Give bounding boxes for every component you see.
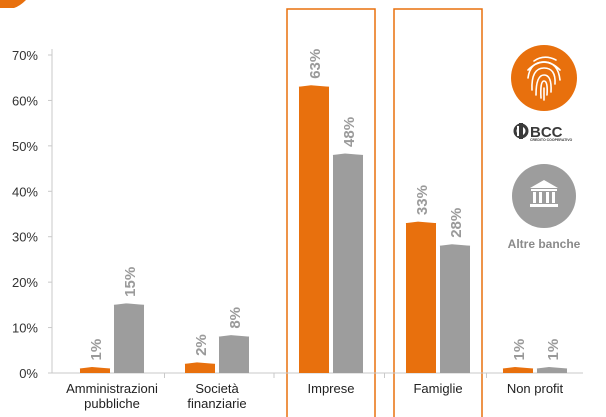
y-tick-label: 50% (12, 139, 38, 154)
fingerprint-lines (527, 56, 561, 101)
bar-series2-cat1 (114, 304, 144, 373)
legend-label-altre-banche: Altre banche (508, 237, 581, 251)
bar-top-edge (405, 221, 437, 226)
bar-top-edge (536, 366, 568, 371)
data-label: 1% (545, 339, 562, 361)
y-tick-label: 30% (12, 230, 38, 245)
x-category-label: Famiglie (413, 381, 462, 396)
data-label: 63% (307, 49, 324, 79)
legend-altre-banche: Altre banche (508, 164, 581, 251)
y-tick-label: 60% (12, 93, 38, 108)
data-label: 15% (122, 267, 139, 297)
legend-bcc: BCC CREDITO COOPERATIVO (511, 45, 577, 142)
bar-series1-cat2 (185, 363, 215, 373)
bank-building (530, 180, 558, 207)
bar-top-edge (218, 335, 250, 339)
corner-accent (0, 0, 26, 8)
data-labels: 1% 2% 63% 33% 1% 15% 8% 48% 28% 1% (88, 49, 562, 361)
bar-top-edge (184, 362, 216, 366)
bar-series1-cat1 (80, 368, 110, 373)
data-label: 2% (193, 334, 210, 356)
bar-top-edge (113, 303, 145, 307)
bcc-logo-subtext: CREDITO COOPERATIVO (530, 138, 573, 142)
data-label: 48% (341, 117, 358, 147)
bar-series2-cat3 (333, 154, 363, 373)
bar-series1-cat4 (406, 223, 436, 373)
bar-top-edge (502, 366, 534, 371)
data-label: 1% (511, 339, 528, 361)
bar-series1-cat5 (503, 368, 533, 373)
y-tick-label: 10% (12, 321, 38, 336)
bar-series2-cat5 (537, 368, 567, 373)
bar-series2-cat4 (440, 245, 470, 373)
y-tick-label: 0% (19, 366, 38, 381)
bar-top-edge (332, 153, 364, 157)
data-label: 8% (227, 307, 244, 329)
bar-top-edge (439, 244, 471, 248)
bar-top-edge (79, 366, 111, 371)
bank-icon (512, 164, 576, 228)
bar-series1-cat3 (299, 86, 329, 374)
x-category-label: Non profit (507, 381, 564, 396)
bars (79, 85, 568, 374)
y-axis: 0% 10% 20% 30% 40% 50% 60% 70% (12, 48, 53, 381)
highlight-boxes (286, 8, 483, 417)
x-category-label: finanziarie (187, 396, 246, 411)
bcc-logo: BCC CREDITO COOPERATIVO (513, 123, 573, 142)
y-tick-label: 70% (12, 48, 38, 63)
x-category-label: pubbliche (84, 396, 140, 411)
x-category-label: Società (195, 381, 239, 396)
data-label: 1% (88, 339, 105, 361)
highlight-box-famiglie (393, 8, 483, 417)
data-label: 28% (448, 208, 465, 238)
bcc-logo-text: BCC (530, 124, 563, 141)
data-label: 33% (414, 185, 431, 215)
fingerprint-icon (511, 45, 577, 111)
y-tick-label: 20% (12, 275, 38, 290)
bar-series2-cat2 (219, 336, 249, 373)
x-category-label: Amministrazioni (66, 381, 158, 396)
highlight-box-imprese (286, 8, 376, 417)
x-category-label: Imprese (308, 381, 355, 396)
y-tick-label: 40% (12, 184, 38, 199)
bar-top-edge (298, 85, 330, 89)
